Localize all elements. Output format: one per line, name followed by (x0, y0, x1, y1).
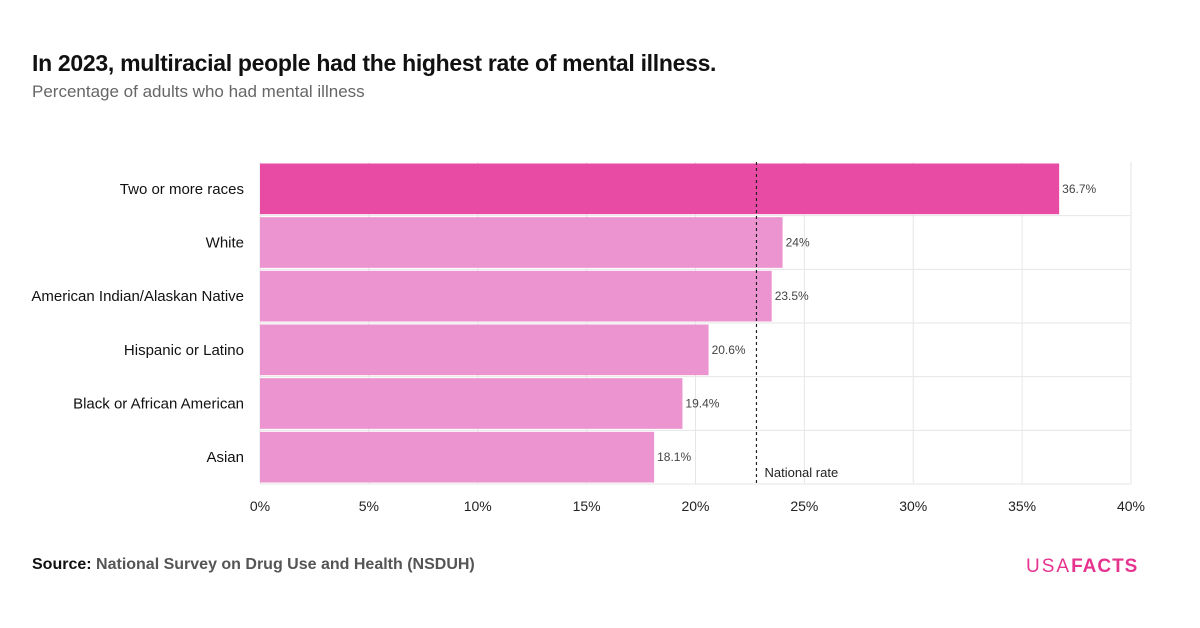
x-tick-label: 40% (1117, 498, 1145, 514)
bar (260, 270, 772, 322)
category-label: Asian (206, 449, 244, 466)
source-label: Source: (32, 556, 92, 573)
national-rate-label: National rate (764, 465, 838, 480)
data-label: 36.7% (1062, 182, 1096, 196)
logo-bold: FACTS (1071, 556, 1139, 577)
data-label: 18.1% (657, 450, 691, 464)
x-tick-label: 5% (359, 498, 379, 514)
chart-subtitle: Percentage of adults who had mental illn… (32, 82, 365, 101)
chart-title: In 2023, multiracial people had the high… (32, 50, 717, 76)
source-note: Source: National Survey on Drug Use and … (32, 556, 475, 574)
x-tick-label: 20% (681, 498, 709, 514)
x-tick-label: 25% (790, 498, 818, 514)
bar (260, 431, 655, 483)
x-tick-label: 30% (899, 498, 927, 514)
category-label: White (206, 235, 244, 252)
x-tick-label: 35% (1008, 498, 1036, 514)
data-label: 24% (786, 236, 810, 250)
category-label: Hispanic or Latino (124, 342, 244, 359)
x-tick-label: 10% (464, 498, 492, 514)
data-label: 23.5% (775, 289, 809, 303)
bar (260, 163, 1060, 215)
category-label: Black or African American (73, 396, 244, 413)
data-label: 19.4% (685, 397, 719, 411)
category-label: American Indian/Alaskan Native (31, 288, 244, 305)
bar (260, 324, 709, 376)
bar (260, 217, 783, 268)
usafacts-logo: USAFACTS (1026, 556, 1138, 578)
logo-light: USA (1026, 556, 1072, 577)
x-tick-label: 0% (250, 498, 270, 514)
source-value: National Survey on Drug Use and Health (… (96, 556, 475, 573)
category-label: Two or more races (120, 181, 244, 198)
x-tick-label: 15% (573, 498, 601, 514)
data-label: 20.6% (712, 343, 746, 357)
bar (260, 378, 683, 429)
